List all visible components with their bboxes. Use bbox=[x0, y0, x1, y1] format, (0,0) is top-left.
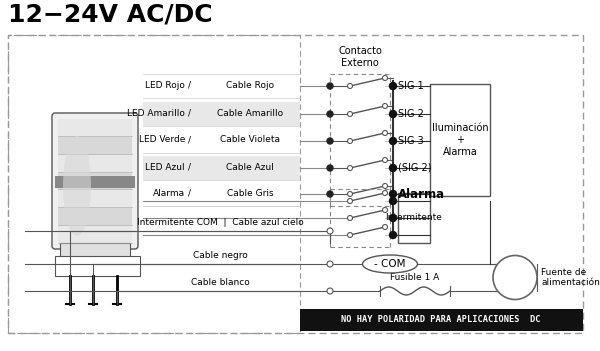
Text: SIG 1: SIG 1 bbox=[398, 81, 424, 91]
Bar bbox=[300, 309, 583, 331]
Circle shape bbox=[493, 256, 537, 299]
FancyBboxPatch shape bbox=[52, 113, 138, 249]
Bar bbox=[58, 137, 132, 154]
Circle shape bbox=[389, 165, 397, 172]
Circle shape bbox=[389, 138, 397, 145]
Text: /: / bbox=[188, 108, 191, 118]
Circle shape bbox=[327, 288, 333, 294]
Bar bbox=[8, 35, 300, 333]
Circle shape bbox=[383, 191, 388, 196]
Bar bbox=[58, 191, 132, 207]
Text: /: / bbox=[188, 188, 191, 198]
Text: NO HAY POLARIDAD PARA APLICACIONES  DC: NO HAY POLARIDAD PARA APLICACIONES DC bbox=[341, 316, 541, 325]
Circle shape bbox=[327, 165, 333, 171]
Text: LED Amarillo: LED Amarillo bbox=[127, 108, 185, 118]
Circle shape bbox=[383, 184, 388, 188]
Circle shape bbox=[383, 75, 388, 80]
Bar bbox=[143, 102, 300, 126]
Circle shape bbox=[389, 232, 397, 238]
Circle shape bbox=[327, 83, 333, 89]
Bar bbox=[58, 173, 132, 190]
Circle shape bbox=[389, 111, 397, 118]
Text: Cable Rojo: Cable Rojo bbox=[226, 80, 274, 90]
Circle shape bbox=[347, 112, 353, 117]
Circle shape bbox=[347, 139, 353, 144]
Text: Cable Gris: Cable Gris bbox=[227, 188, 274, 198]
Text: Intermitente: Intermitente bbox=[386, 213, 442, 223]
Text: 12−24V AC/DC: 12−24V AC/DC bbox=[8, 3, 212, 27]
Circle shape bbox=[347, 192, 353, 197]
Bar bbox=[430, 84, 490, 196]
Bar bbox=[58, 226, 132, 243]
Text: LED Azul: LED Azul bbox=[145, 163, 185, 172]
Circle shape bbox=[347, 166, 353, 171]
Circle shape bbox=[383, 104, 388, 108]
Circle shape bbox=[383, 158, 388, 163]
Circle shape bbox=[327, 261, 333, 267]
Bar bbox=[58, 155, 132, 172]
Text: Cable Amarillo: Cable Amarillo bbox=[217, 108, 283, 118]
Text: Cable Violeta: Cable Violeta bbox=[220, 135, 280, 145]
Text: Iluminación
+
Alarma: Iluminación + Alarma bbox=[431, 124, 488, 157]
Text: /: / bbox=[188, 135, 191, 145]
Bar bbox=[8, 35, 583, 333]
Text: SIG 2: SIG 2 bbox=[398, 109, 424, 119]
Text: /: / bbox=[188, 80, 191, 90]
Bar bbox=[55, 176, 135, 187]
Ellipse shape bbox=[362, 255, 418, 273]
Circle shape bbox=[347, 232, 353, 238]
Circle shape bbox=[389, 82, 397, 90]
Circle shape bbox=[383, 131, 388, 135]
Text: Cable blanco: Cable blanco bbox=[191, 278, 250, 287]
Circle shape bbox=[389, 198, 397, 205]
Bar bbox=[60, 243, 130, 261]
Circle shape bbox=[389, 191, 397, 198]
Circle shape bbox=[327, 228, 333, 234]
Text: Intermitente COM  |  Cable azul cielo: Intermitente COM | Cable azul cielo bbox=[137, 218, 304, 227]
Bar bbox=[143, 156, 300, 180]
Text: Fusible 1 A: Fusible 1 A bbox=[391, 273, 440, 282]
Circle shape bbox=[347, 84, 353, 88]
Circle shape bbox=[383, 225, 388, 230]
Circle shape bbox=[327, 138, 333, 144]
Circle shape bbox=[347, 216, 353, 220]
Text: Fuente de
alimentación: Fuente de alimentación bbox=[541, 268, 600, 287]
Circle shape bbox=[389, 214, 397, 221]
Text: Alarma: Alarma bbox=[398, 187, 445, 200]
Bar bbox=[58, 119, 132, 136]
Text: Cable negro: Cable negro bbox=[193, 251, 247, 260]
Bar bbox=[58, 208, 132, 225]
Circle shape bbox=[383, 207, 388, 212]
Text: SIG 3: SIG 3 bbox=[398, 136, 424, 146]
Bar bbox=[398, 193, 430, 243]
Bar bbox=[55, 256, 140, 276]
Text: (SIG 2): (SIG 2) bbox=[398, 163, 431, 173]
Text: - COM: - COM bbox=[374, 259, 406, 269]
Ellipse shape bbox=[63, 136, 91, 236]
Circle shape bbox=[347, 199, 353, 204]
Text: /: / bbox=[188, 163, 191, 172]
Text: Alarma: Alarma bbox=[153, 188, 185, 198]
Circle shape bbox=[327, 111, 333, 117]
Text: Contacto
Externo: Contacto Externo bbox=[338, 46, 382, 68]
Text: LED Rojo: LED Rojo bbox=[145, 80, 185, 90]
Circle shape bbox=[327, 191, 333, 197]
Text: Cable Azul: Cable Azul bbox=[226, 163, 274, 172]
Text: LED Verde: LED Verde bbox=[139, 135, 185, 145]
